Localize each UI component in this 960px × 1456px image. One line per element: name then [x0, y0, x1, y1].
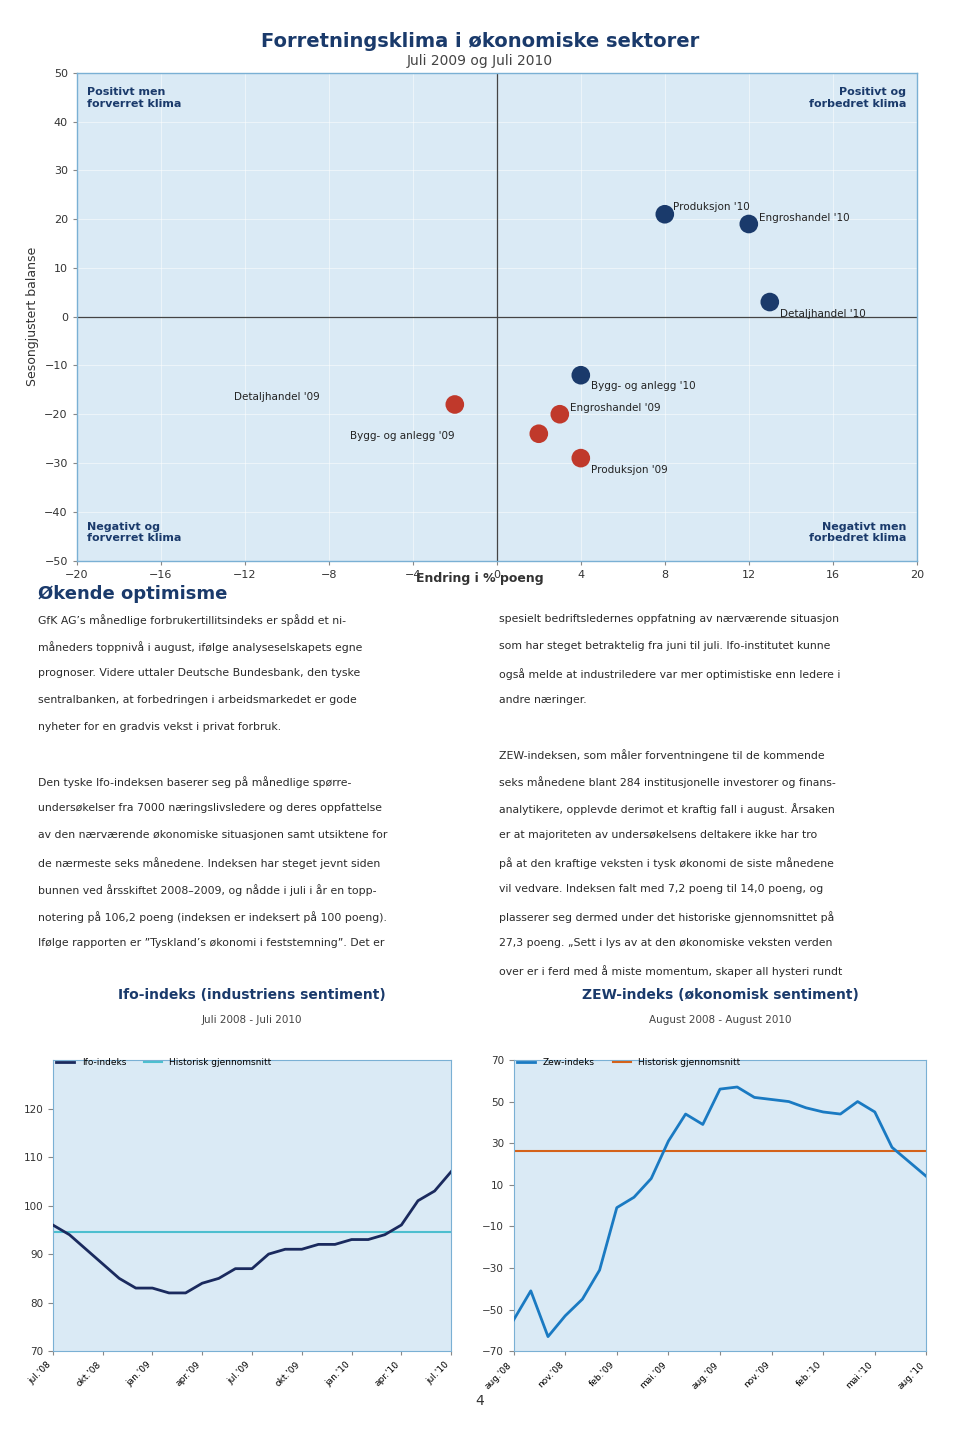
Text: som har steget betraktelig fra juni til juli. Ifo-institutet kunne: som har steget betraktelig fra juni til …: [499, 641, 830, 651]
Text: analytikere, opplevde derimot et kraftig fall i august. Årsaken: analytikere, opplevde derimot et kraftig…: [499, 804, 835, 815]
Text: Den tyske Ifo-indeksen baserer seg på månedlige spørre-: Den tyske Ifo-indeksen baserer seg på må…: [38, 776, 351, 788]
Point: [573, 447, 588, 470]
Text: spesielt bedriftsledernes oppfatning av nærværende situasjon: spesielt bedriftsledernes oppfatning av …: [499, 614, 839, 625]
Text: 27,3 poeng. „Sett i lys av at den økonomiske veksten verden: 27,3 poeng. „Sett i lys av at den økonom…: [499, 938, 832, 948]
Text: også melde at industriledere var mer optimistiske enn ledere i: også melde at industriledere var mer opt…: [499, 668, 841, 680]
Text: 4: 4: [475, 1393, 485, 1408]
Point: [552, 402, 567, 425]
Text: GfK AG’s månedlige forbrukertillitsindeks er spådd et ni-: GfK AG’s månedlige forbrukertillitsindek…: [38, 614, 347, 626]
Text: Negativt men
forbedret klima: Negativt men forbedret klima: [809, 521, 906, 543]
Text: Bygg- og anlegg '10: Bygg- og anlegg '10: [591, 381, 696, 392]
Text: de nærmeste seks månedene. Indeksen har steget jevnt siden: de nærmeste seks månedene. Indeksen har …: [38, 856, 381, 869]
Text: Detaljhandel '09: Detaljhandel '09: [234, 392, 320, 402]
Point: [741, 213, 756, 236]
Point: [531, 422, 546, 446]
Legend: Zew-indeks, Historisk gjennomsnitt: Zew-indeks, Historisk gjennomsnitt: [514, 1054, 744, 1070]
Point: [657, 202, 672, 226]
Text: Detaljhandel '10: Detaljhandel '10: [780, 309, 866, 319]
Text: notering på 106,2 poeng (indeksen er indeksert på 100 poeng).: notering på 106,2 poeng (indeksen er ind…: [38, 911, 387, 923]
Text: ZEW-indeksen, som måler forventningene til de kommende: ZEW-indeksen, som måler forventningene t…: [499, 748, 825, 761]
Text: Forretningsklima i økonomiske sektorer: Forretningsklima i økonomiske sektorer: [261, 32, 699, 51]
Text: prognoser. Videre uttaler Deutsche Bundesbank, den tyske: prognoser. Videre uttaler Deutsche Bunde…: [38, 668, 361, 678]
Text: Negativt og
forverret klima: Negativt og forverret klima: [87, 521, 181, 543]
Text: Økende optimisme: Økende optimisme: [38, 585, 228, 603]
Text: seks månedene blant 284 institusjonelle investorer og finans-: seks månedene blant 284 institusjonelle …: [499, 776, 836, 788]
Text: undersøkelser fra 7000 næringslivsledere og deres oppfattelse: undersøkelser fra 7000 næringslivsledere…: [38, 804, 382, 812]
Y-axis label: Sesongjustert balanse: Sesongjustert balanse: [26, 248, 38, 386]
Text: Produksjon '09: Produksjon '09: [591, 466, 668, 475]
Text: sentralbanken, at forbedringen i arbeidsmarkedet er gode: sentralbanken, at forbedringen i arbeids…: [38, 695, 357, 705]
Point: [573, 364, 588, 387]
Text: August 2008 - August 2010: August 2008 - August 2010: [649, 1015, 791, 1025]
Text: Engroshandel '09: Engroshandel '09: [570, 403, 660, 414]
Text: på at den kraftige veksten i tysk økonomi de siste månedene: på at den kraftige veksten i tysk økonom…: [499, 856, 834, 869]
Legend: Ifo-indeks, Historisk gjennomsnitt: Ifo-indeks, Historisk gjennomsnitt: [53, 1054, 276, 1070]
Text: andre næringer.: andre næringer.: [499, 695, 587, 705]
Text: Halvårsrapport for PRE EiendomsInvest Tyskland AS: Halvårsrapport for PRE EiendomsInvest Ty…: [335, 1434, 625, 1446]
Text: Produksjon '10: Produksjon '10: [673, 202, 750, 213]
Text: bunnen ved årsskiftet 2008–2009, og nådde i juli i år en topp-: bunnen ved årsskiftet 2008–2009, og nådd…: [38, 884, 377, 895]
Point: [447, 393, 463, 416]
Text: Juli 2009 og Juli 2010: Juli 2009 og Juli 2010: [407, 54, 553, 68]
Text: Ifo-indeks (industriens sentiment): Ifo-indeks (industriens sentiment): [118, 987, 386, 1002]
Text: av den nærværende økonomiske situasjonen samt utsiktene for: av den nærværende økonomiske situasjonen…: [38, 830, 388, 840]
Point: [762, 290, 778, 313]
Text: Bygg- og anlegg '09: Bygg- og anlegg '09: [349, 431, 454, 441]
Text: Endring i % poeng: Endring i % poeng: [417, 572, 543, 585]
Text: plasserer seg dermed under det historiske gjennomsnittet på: plasserer seg dermed under det historisk…: [499, 911, 834, 923]
Text: måneders toppnivå i august, ifølge analyseselskapets egne: måneders toppnivå i august, ifølge analy…: [38, 641, 363, 654]
Text: Juli 2008 - Juli 2010: Juli 2008 - Juli 2010: [202, 1015, 302, 1025]
Text: er at majoriteten av undersøkelsens deltakere ikke har tro: er at majoriteten av undersøkelsens delt…: [499, 830, 818, 840]
Text: Positivt og
forbedret klima: Positivt og forbedret klima: [809, 87, 906, 109]
Text: Ifølge rapporten er ”Tyskland’s økonomi i feststemning”. Det er: Ifølge rapporten er ”Tyskland’s økonomi …: [38, 938, 385, 948]
Text: over er i ferd med å miste momentum, skaper all hysteri rundt: over er i ferd med å miste momentum, ska…: [499, 964, 843, 977]
Text: ZEW-indeks (økonomisk sentiment): ZEW-indeks (økonomisk sentiment): [582, 987, 858, 1002]
Text: Engroshandel '10: Engroshandel '10: [759, 213, 850, 223]
Text: Positivt men
forverret klima: Positivt men forverret klima: [87, 87, 181, 109]
Text: nyheter for en gradvis vekst i privat forbruk.: nyheter for en gradvis vekst i privat fo…: [38, 722, 281, 732]
Text: vil vedvare. Indeksen falt med 7,2 poeng til 14,0 poeng, og: vil vedvare. Indeksen falt med 7,2 poeng…: [499, 884, 824, 894]
